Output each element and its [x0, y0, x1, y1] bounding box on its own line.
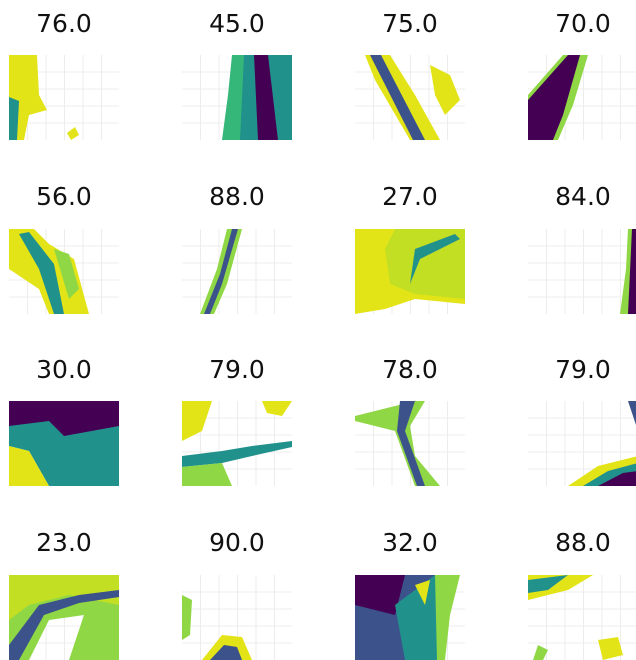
tile-image: [182, 55, 292, 140]
tile-region: [262, 401, 292, 416]
tile-region: [182, 595, 192, 640]
tile-title: 75.0: [382, 9, 438, 38]
tile-image: [9, 401, 119, 486]
tile-image: [528, 575, 636, 660]
tile-image: [355, 401, 465, 486]
tile-image: [355, 55, 465, 140]
tile-title: 84.0: [555, 182, 611, 211]
tile-region: [533, 645, 548, 660]
tile-title: 78.0: [382, 355, 438, 384]
tile-image: [182, 229, 292, 314]
tile-image: [182, 575, 292, 660]
tile-title: 79.0: [209, 355, 265, 384]
tile-region: [182, 463, 232, 486]
tile-title: 32.0: [382, 528, 438, 557]
tile-image: [9, 229, 119, 314]
tile-region: [355, 401, 440, 486]
tile-image: [355, 575, 465, 660]
tile-title: 79.0: [555, 355, 611, 384]
tile-title: 90.0: [209, 528, 265, 557]
page: 76.0 45.0 75.0 70.0 56.0 88.0 27.0 84.0 30.0 79.0…: [0, 0, 636, 660]
tile-image: [528, 55, 636, 140]
tile-image: [355, 229, 465, 314]
tile-title: 30.0: [36, 355, 92, 384]
tile-title: 88.0: [555, 528, 611, 557]
tile-image: [528, 401, 636, 486]
tile-image: [182, 401, 292, 486]
tile-title: 76.0: [36, 9, 92, 38]
figure: 76.0 45.0 75.0 70.0 56.0 88.0 27.0 84.0 30.0 79.0…: [0, 0, 636, 660]
tile-title: 45.0: [209, 9, 265, 38]
tile-region: [628, 401, 636, 431]
tile-title: 56.0: [36, 182, 92, 211]
tile-image: [528, 229, 636, 314]
tile-region: [204, 229, 238, 314]
tile-title: 27.0: [382, 182, 438, 211]
tile-title: 70.0: [555, 9, 611, 38]
tile-title: 23.0: [36, 528, 92, 557]
tile-title: 88.0: [209, 182, 265, 211]
tile-image: [9, 575, 119, 660]
tile-region: [67, 127, 79, 140]
tile-image: [9, 55, 119, 140]
